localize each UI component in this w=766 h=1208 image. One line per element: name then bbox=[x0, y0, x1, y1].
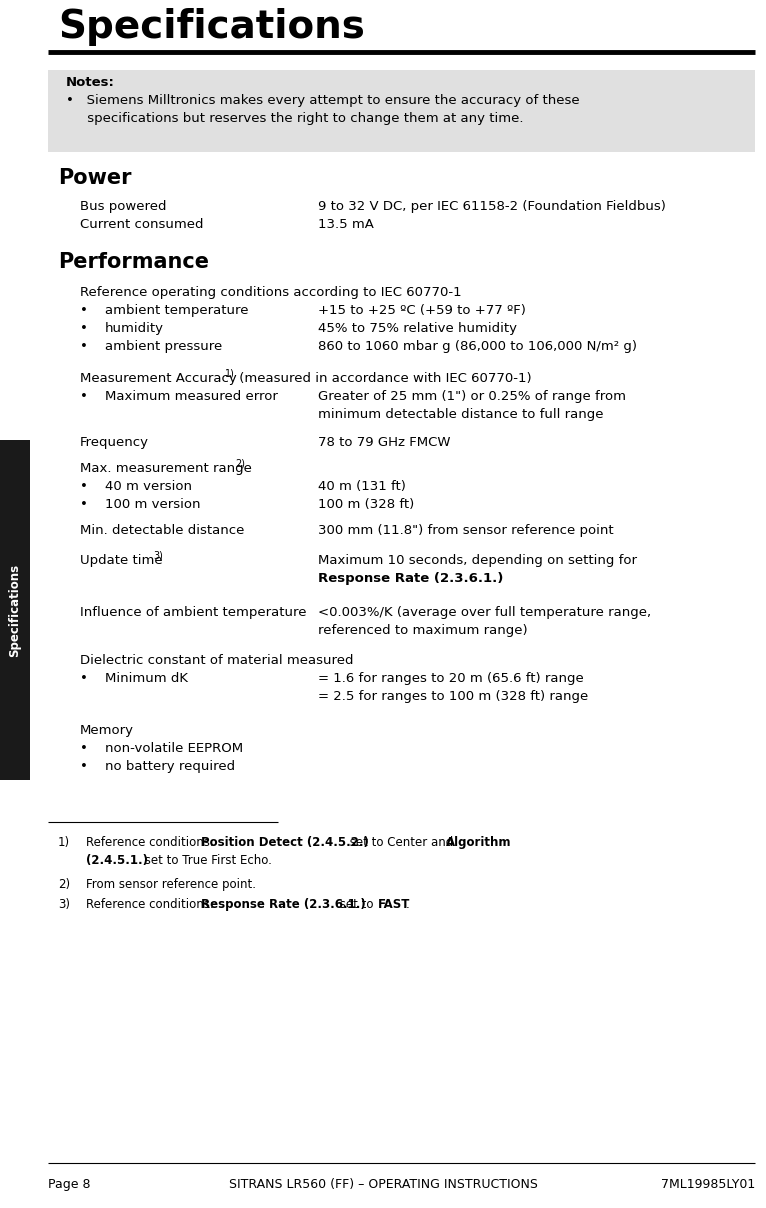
Text: 100 m version: 100 m version bbox=[105, 498, 201, 511]
Text: Algorithm: Algorithm bbox=[446, 836, 512, 849]
Text: Response Rate (2.3.6.1.): Response Rate (2.3.6.1.) bbox=[201, 898, 365, 911]
Text: Notes:: Notes: bbox=[66, 76, 115, 89]
Text: 45% to 75% relative humidity: 45% to 75% relative humidity bbox=[318, 323, 517, 335]
Text: Page 8: Page 8 bbox=[48, 1178, 90, 1191]
Text: •: • bbox=[80, 498, 88, 511]
Text: From sensor reference point.: From sensor reference point. bbox=[86, 878, 256, 892]
Text: 78 to 79 GHz FMCW: 78 to 79 GHz FMCW bbox=[318, 436, 450, 449]
Text: Memory: Memory bbox=[80, 724, 134, 737]
Bar bbox=[0, 440, 30, 780]
Text: = 1.6 for ranges to 20 m (65.6 ft) range: = 1.6 for ranges to 20 m (65.6 ft) range bbox=[318, 672, 584, 685]
Text: ambient temperature: ambient temperature bbox=[105, 304, 248, 316]
Bar bbox=[48, 70, 755, 152]
Text: Position Detect (2.4.5.2.): Position Detect (2.4.5.2.) bbox=[201, 836, 369, 849]
Text: Minimum dK: Minimum dK bbox=[105, 672, 188, 685]
Text: ambient pressure: ambient pressure bbox=[105, 339, 222, 353]
Text: 3): 3) bbox=[153, 550, 163, 561]
Text: •: • bbox=[80, 760, 88, 773]
Text: Response Rate (2.3.6.1.): Response Rate (2.3.6.1.) bbox=[318, 573, 503, 585]
Text: Reference conditions:: Reference conditions: bbox=[86, 836, 218, 849]
Text: •: • bbox=[80, 304, 88, 316]
Text: Specifications: Specifications bbox=[8, 563, 21, 657]
Text: Measurement Accuracy: Measurement Accuracy bbox=[80, 372, 237, 385]
Text: •: • bbox=[80, 480, 88, 493]
Text: set to Center and: set to Center and bbox=[346, 836, 457, 849]
Text: SITRANS LR560 (FF) – OPERATING INSTRUCTIONS: SITRANS LR560 (FF) – OPERATING INSTRUCTI… bbox=[228, 1178, 538, 1191]
Text: •: • bbox=[80, 390, 88, 403]
Text: 2): 2) bbox=[58, 878, 70, 892]
Text: Current consumed: Current consumed bbox=[80, 217, 204, 231]
Text: FAST: FAST bbox=[378, 898, 411, 911]
Text: •: • bbox=[80, 323, 88, 335]
Text: •: • bbox=[80, 672, 88, 685]
Text: •: • bbox=[80, 742, 88, 755]
Text: 1): 1) bbox=[58, 836, 70, 849]
Text: no battery required: no battery required bbox=[105, 760, 235, 773]
Text: referenced to maximum range): referenced to maximum range) bbox=[318, 625, 528, 637]
Text: Reference conditions:: Reference conditions: bbox=[86, 898, 218, 911]
Text: 300 mm (11.8") from sensor reference point: 300 mm (11.8") from sensor reference poi… bbox=[318, 524, 614, 538]
Text: Power: Power bbox=[58, 168, 132, 188]
Text: <0.003%/K (average over full temperature range,: <0.003%/K (average over full temperature… bbox=[318, 606, 651, 618]
Text: 9 to 32 V DC, per IEC 61158-2 (Foundation Fieldbus): 9 to 32 V DC, per IEC 61158-2 (Foundatio… bbox=[318, 201, 666, 213]
Text: Influence of ambient temperature: Influence of ambient temperature bbox=[80, 606, 306, 618]
Text: •   Siemens Milltronics makes every attempt to ensure the accuracy of these: • Siemens Milltronics makes every attemp… bbox=[66, 94, 580, 108]
Text: .: . bbox=[406, 898, 410, 911]
Text: +15 to +25 ºC (+59 to +77 ºF): +15 to +25 ºC (+59 to +77 ºF) bbox=[318, 304, 526, 316]
Text: set to: set to bbox=[336, 898, 377, 911]
Text: (measured in accordance with IEC 60770-1): (measured in accordance with IEC 60770-1… bbox=[235, 372, 532, 385]
Text: humidity: humidity bbox=[105, 323, 164, 335]
Text: Greater of 25 mm (1") or 0.25% of range from: Greater of 25 mm (1") or 0.25% of range … bbox=[318, 390, 626, 403]
Text: 3): 3) bbox=[58, 898, 70, 911]
Text: 7ML19985LY01: 7ML19985LY01 bbox=[661, 1178, 755, 1191]
Text: Bus powered: Bus powered bbox=[80, 201, 166, 213]
Text: specifications but reserves the right to change them at any time.: specifications but reserves the right to… bbox=[66, 112, 523, 124]
Text: Specifications: Specifications bbox=[58, 8, 365, 46]
Text: non-volatile EEPROM: non-volatile EEPROM bbox=[105, 742, 243, 755]
Text: (2.4.5.1.): (2.4.5.1.) bbox=[86, 854, 148, 867]
Text: Maximum measured error: Maximum measured error bbox=[105, 390, 278, 403]
Text: 40 m version: 40 m version bbox=[105, 480, 192, 493]
Text: 860 to 1060 mbar g (86,000 to 106,000 N/m² g): 860 to 1060 mbar g (86,000 to 106,000 N/… bbox=[318, 339, 637, 353]
Text: Frequency: Frequency bbox=[80, 436, 149, 449]
Text: Maximum 10 seconds, depending on setting for: Maximum 10 seconds, depending on setting… bbox=[318, 554, 637, 567]
Text: Max. measurement range: Max. measurement range bbox=[80, 461, 252, 475]
Text: •: • bbox=[80, 339, 88, 353]
Text: 13.5 mA: 13.5 mA bbox=[318, 217, 374, 231]
Text: Dielectric constant of material measured: Dielectric constant of material measured bbox=[80, 654, 353, 667]
Text: Update time: Update time bbox=[80, 554, 162, 567]
Text: minimum detectable distance to full range: minimum detectable distance to full rang… bbox=[318, 408, 604, 422]
Text: Performance: Performance bbox=[58, 252, 209, 272]
Text: Reference operating conditions according to IEC 60770-1: Reference operating conditions according… bbox=[80, 286, 462, 300]
Text: 1): 1) bbox=[225, 368, 235, 378]
Text: Min. detectable distance: Min. detectable distance bbox=[80, 524, 244, 538]
Text: = 2.5 for ranges to 100 m (328 ft) range: = 2.5 for ranges to 100 m (328 ft) range bbox=[318, 690, 588, 703]
Text: set to True First Echo.: set to True First Echo. bbox=[141, 854, 272, 867]
Text: 100 m (328 ft): 100 m (328 ft) bbox=[318, 498, 414, 511]
Text: 40 m (131 ft): 40 m (131 ft) bbox=[318, 480, 406, 493]
Text: 2): 2) bbox=[235, 458, 245, 467]
